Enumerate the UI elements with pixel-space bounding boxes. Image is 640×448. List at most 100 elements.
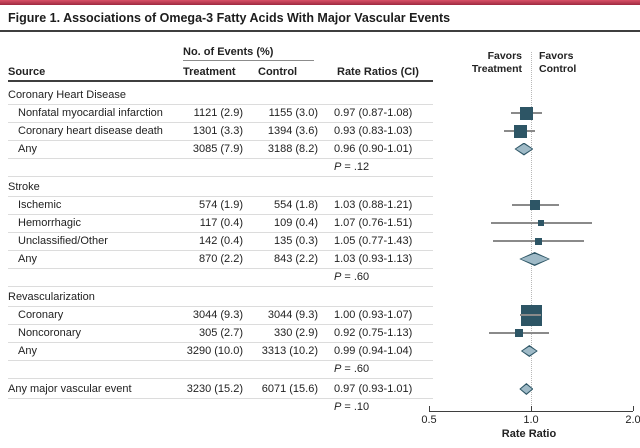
source-cell: Unclassified/Other bbox=[18, 235, 108, 247]
table-row: Hemorrhagic 117 (0.4) 109 (0.4) 1.07 (0.76-… bbox=[8, 214, 433, 233]
treatment-cell: 3044 (9.3) bbox=[192, 309, 243, 321]
axis-tick-label: 2.0 bbox=[625, 414, 640, 426]
treatment-cell: 870 (2.2) bbox=[198, 253, 243, 265]
source-cell: Coronary Heart Disease bbox=[8, 89, 126, 101]
rate-ratio-cell: 0.92 (0.75-1.13) bbox=[334, 327, 413, 339]
rate-ratio-cell: 0.99 (0.94-1.04) bbox=[334, 345, 413, 357]
ci-line bbox=[512, 204, 560, 206]
forest-marker-square bbox=[520, 106, 534, 120]
forest-marker-square bbox=[514, 329, 523, 337]
treatment-cell: 3085 (7.9) bbox=[192, 143, 243, 155]
diamond-fill bbox=[522, 346, 537, 356]
diamond-fill bbox=[515, 144, 532, 154]
ci-line bbox=[492, 240, 584, 242]
pvalue-row: P = .60 bbox=[8, 360, 433, 379]
figure-title: Figure 1. Associations of Omega-3 Fatty … bbox=[8, 11, 451, 25]
treatment-cell: 1121 (2.9) bbox=[193, 107, 243, 119]
source-cell: Coronary bbox=[18, 309, 64, 321]
favors-control-label: Favors Control bbox=[539, 50, 577, 75]
x-axis-title: Rate Ratio bbox=[501, 428, 557, 440]
forest-marker-square bbox=[534, 237, 542, 245]
events-group-underline bbox=[183, 60, 314, 61]
treatment-cell: 3290 (10.0) bbox=[186, 345, 243, 357]
section-row: Coronary Heart Disease bbox=[8, 86, 433, 105]
control-cell: 3044 (9.3) bbox=[267, 309, 318, 321]
pvalue-row: P = .60 bbox=[8, 268, 433, 287]
ci-line bbox=[510, 112, 543, 114]
forest-marker-square bbox=[513, 124, 527, 138]
reference-line bbox=[531, 52, 532, 411]
control-cell: 109 (0.4) bbox=[273, 217, 318, 229]
table-row: Any major vascular event 3230 (15.2) 6071 … bbox=[8, 380, 433, 399]
rate-ratio-cell: 1.03 (0.93-1.13) bbox=[334, 253, 413, 265]
table-row: Ischemic 574 (1.9) 554 (1.8) 1.03 (0.88-1.2… bbox=[8, 196, 433, 215]
axis-tick bbox=[633, 406, 634, 411]
table-row: Any 870 (2.2) 843 (2.2) 1.03 (0.93-1.13) bbox=[8, 250, 433, 269]
x-axis-line bbox=[429, 411, 633, 412]
treatment-cell: 117 (0.4) bbox=[199, 217, 243, 229]
ci-line bbox=[490, 222, 592, 224]
rate-ratio-cell: 0.97 (0.93-1.01) bbox=[334, 383, 413, 395]
forest-marker-diamond bbox=[520, 345, 538, 357]
column-header-treatment: Treatment bbox=[183, 66, 236, 78]
table-row: Nonfatal myocardial infarction 1121 (2.9)… bbox=[8, 104, 433, 123]
rate-ratio-cell: 0.93 (0.83-1.03) bbox=[334, 125, 413, 137]
treatment-cell: 3230 (15.2) bbox=[186, 383, 243, 395]
column-header-source: Source bbox=[8, 66, 46, 78]
diamond-fill bbox=[520, 384, 532, 394]
source-cell: Coronary heart disease death bbox=[18, 125, 163, 137]
source-cell: Ischemic bbox=[18, 199, 62, 211]
ci-line bbox=[488, 332, 549, 334]
control-cell: 554 (1.8) bbox=[273, 199, 318, 211]
header-rule bbox=[8, 80, 433, 82]
source-cell: Hemorrhagic bbox=[18, 217, 81, 229]
section-row: Stroke bbox=[8, 178, 433, 197]
ci-line bbox=[520, 314, 541, 316]
rate-ratio-cell: P = .10 bbox=[334, 401, 370, 413]
column-header-control: Control bbox=[258, 66, 298, 78]
control-cell: 3313 (10.2) bbox=[261, 345, 318, 357]
treatment-cell: 305 (2.7) bbox=[198, 327, 243, 339]
treatment-cell: 142 (0.4) bbox=[198, 235, 243, 247]
treatment-cell: 1301 (3.3) bbox=[192, 125, 243, 137]
control-cell: 6071 (15.6) bbox=[261, 383, 318, 395]
rate-ratio-cell: P = .60 bbox=[334, 363, 370, 375]
forest-marker-diamond bbox=[514, 142, 534, 156]
rate-ratio-cell: 1.00 (0.93-1.07) bbox=[334, 309, 413, 321]
rate-ratio-cell: 1.07 (0.76-1.51) bbox=[334, 217, 413, 229]
source-cell: Revascularization bbox=[8, 291, 95, 303]
control-cell: 330 (2.9) bbox=[273, 327, 318, 339]
source-cell: Noncoronary bbox=[18, 327, 81, 339]
source-cell: Any bbox=[18, 143, 37, 155]
rate-ratio-cell: P = .12 bbox=[334, 161, 370, 173]
rate-ratio-cell: 0.97 (0.87-1.08) bbox=[334, 107, 413, 119]
control-cell: 1394 (3.6) bbox=[267, 125, 318, 137]
favors-treatment-label: Favors Treatment bbox=[471, 50, 522, 75]
table-row: Coronary heart disease death 1301 (3.3) 13… bbox=[8, 122, 433, 141]
table-row: Coronary 3044 (9.3) 3044 (9.3) 1.00 (0.93-1… bbox=[8, 306, 433, 325]
diamond-fill bbox=[520, 253, 549, 265]
source-cell: Any major vascular event bbox=[8, 383, 132, 395]
forest-marker-square bbox=[530, 200, 541, 210]
table-row: Any 3085 (7.9) 3188 (8.2) 0.96 (0.90-1.01) bbox=[8, 140, 433, 159]
pvalue-row: P = .12 bbox=[8, 158, 433, 177]
source-cell: Stroke bbox=[8, 181, 40, 193]
section-row: Revascularization bbox=[8, 288, 433, 307]
forest-marker-square bbox=[537, 220, 544, 226]
accent-bar bbox=[0, 0, 640, 5]
axis-tick bbox=[531, 406, 532, 411]
control-cell: 135 (0.3) bbox=[273, 235, 318, 247]
control-cell: 3188 (8.2) bbox=[267, 143, 318, 155]
rate-ratio-cell: 1.05 (0.77-1.43) bbox=[334, 235, 413, 247]
axis-tick-label: 1.0 bbox=[523, 414, 539, 426]
events-group-header: No. of Events (%) bbox=[183, 46, 274, 58]
control-cell: 843 (2.2) bbox=[273, 253, 318, 265]
ci-line bbox=[503, 130, 536, 132]
source-cell: Nonfatal myocardial infarction bbox=[18, 107, 163, 119]
table-row: Noncoronary 305 (2.7) 330 (2.9) 0.92 (0.75-… bbox=[8, 324, 433, 343]
table-row: Any 3290 (10.0) 3313 (10.2) 0.99 (0.94-1.04… bbox=[8, 342, 433, 361]
forest-marker-diamond bbox=[519, 383, 534, 395]
table-row: Unclassified/Other 142 (0.4) 135 (0.3) 1.05… bbox=[8, 232, 433, 251]
rate-ratio-cell: 1.03 (0.88-1.21) bbox=[334, 199, 413, 211]
column-header-rate-ratios: Rate Ratios (CI) bbox=[337, 66, 419, 78]
